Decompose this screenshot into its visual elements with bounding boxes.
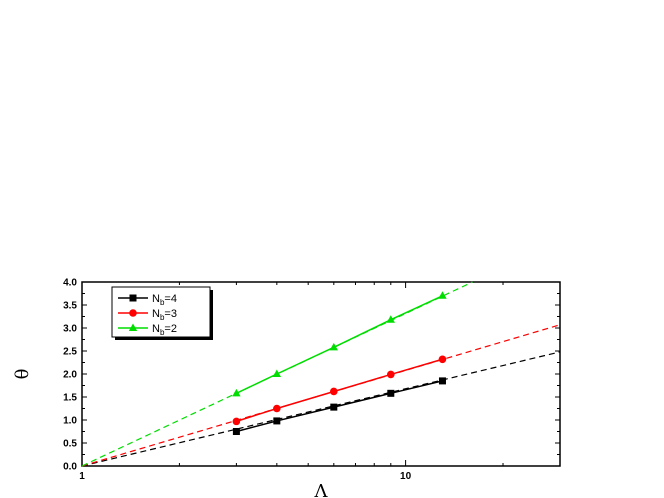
data-point xyxy=(272,369,282,377)
legend-label-subscript: b xyxy=(160,298,165,307)
fit-line xyxy=(81,324,561,467)
y-tick-label: 1.0 xyxy=(63,416,77,427)
x-tick-label: 10 xyxy=(400,471,412,482)
data-point xyxy=(129,294,137,302)
legend-label: Nb=2 xyxy=(152,323,177,337)
legend-label-main: N xyxy=(152,323,160,335)
data-point xyxy=(386,315,395,323)
data-point xyxy=(232,388,241,397)
data-point xyxy=(232,428,240,435)
y-axis-title: θ xyxy=(12,369,33,380)
data-point xyxy=(438,377,446,385)
legend-label-main: N xyxy=(152,293,160,305)
legend: Nb=4Nb=3Nb=2 xyxy=(111,286,213,340)
legend-label-value: =2 xyxy=(164,323,177,335)
y-tick-label: 0.0 xyxy=(63,462,77,473)
data-point xyxy=(129,309,137,317)
fit-line xyxy=(81,351,561,467)
series-line xyxy=(236,295,443,394)
data-point xyxy=(387,389,395,397)
data-point xyxy=(330,387,338,396)
data-point xyxy=(330,403,338,411)
y-tick-label: 0.5 xyxy=(63,439,77,450)
series-line xyxy=(236,358,443,423)
x-tick-label: 1 xyxy=(79,471,85,482)
y-tick-label: 2.0 xyxy=(63,370,77,381)
legend-label-value: =4 xyxy=(164,293,177,305)
y-axis: 0.0 0.5 1.0 1.5 2.0 2.5 3.0 3.5 4.0 xyxy=(63,278,560,473)
y-tick-label: 3.5 xyxy=(63,301,77,312)
series-lines xyxy=(236,295,443,433)
data-point xyxy=(329,342,339,351)
legend-label-subscript: b xyxy=(160,328,165,337)
legend-label-main: N xyxy=(152,308,160,320)
data-point xyxy=(438,291,447,299)
data-point xyxy=(128,323,138,331)
data-point xyxy=(273,417,281,425)
y-tick-label: 3.0 xyxy=(63,324,77,335)
data-point xyxy=(273,404,281,413)
legend-label-subscript: b xyxy=(160,313,165,322)
data-point xyxy=(232,417,241,426)
data-point xyxy=(386,370,395,379)
series-markers xyxy=(232,291,447,435)
y-tick-label: 4.0 xyxy=(63,278,77,289)
legend-label-value: =3 xyxy=(164,308,177,320)
series-line xyxy=(236,380,443,433)
x-axis: 1 10 xyxy=(79,282,561,482)
x-axis-title: Λ xyxy=(314,481,329,498)
legend-label: Nb=3 xyxy=(152,308,177,322)
y-tick-label: 1.5 xyxy=(63,393,77,404)
legend-label: Nb=4 xyxy=(152,293,177,307)
data-point xyxy=(438,355,447,364)
y-tick-label: 2.5 xyxy=(63,347,77,358)
